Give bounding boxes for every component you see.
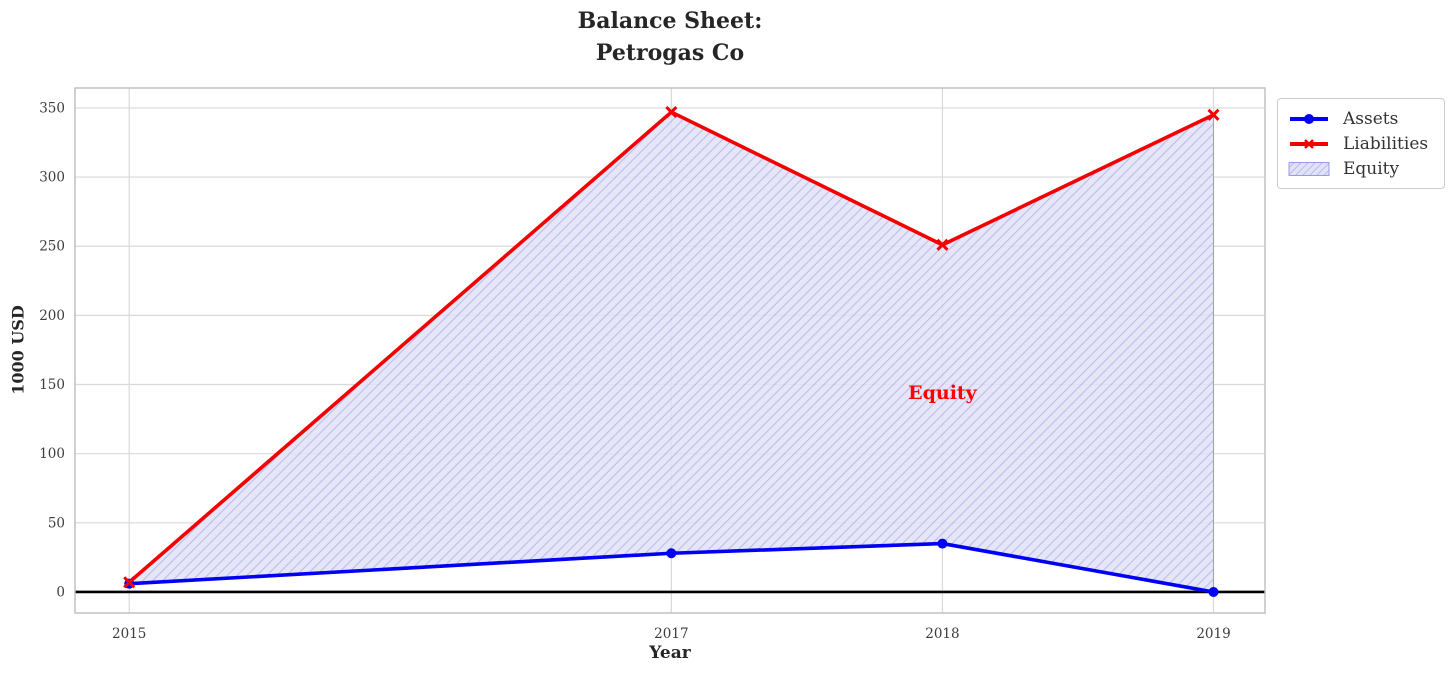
svg-text:2019: 2019 (1196, 626, 1230, 642)
legend-label-equity: Equity (1343, 158, 1400, 179)
x-axis-label: Year (649, 643, 691, 663)
legend: Assets Liabilities Equity (1277, 98, 1445, 189)
legend-label-assets: Assets (1343, 108, 1399, 129)
svg-text:200: 200 (39, 308, 65, 324)
svg-text:150: 150 (39, 377, 65, 393)
svg-text:350: 350 (39, 100, 65, 116)
svg-text:2017: 2017 (654, 626, 688, 642)
legend-item-liabilities: Liabilities (1288, 131, 1434, 156)
assets-line-icon (1290, 113, 1328, 124)
liabilities-line-icon (1290, 138, 1328, 149)
svg-text:100: 100 (39, 446, 65, 462)
equity-patch-icon (1288, 161, 1330, 176)
legend-item-equity: Equity (1288, 156, 1434, 181)
legend-label-liabilities: Liabilities (1343, 133, 1429, 154)
chart-title: Balance Sheet: Petrogas Co (577, 8, 763, 66)
svg-text:50: 50 (48, 515, 65, 531)
legend-item-assets: Assets (1288, 106, 1434, 131)
svg-text:2015: 2015 (112, 626, 146, 642)
svg-text:250: 250 (39, 239, 65, 255)
svg-text:300: 300 (39, 170, 65, 186)
equity-annotation: Equity (908, 381, 977, 404)
svg-text:0: 0 (56, 584, 65, 600)
svg-text:2018: 2018 (925, 626, 959, 642)
